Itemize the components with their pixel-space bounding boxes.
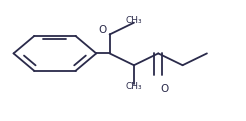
Text: O: O <box>161 84 169 94</box>
Text: CH₃: CH₃ <box>126 82 142 91</box>
Text: O: O <box>98 25 107 35</box>
Text: CH₃: CH₃ <box>126 16 142 25</box>
